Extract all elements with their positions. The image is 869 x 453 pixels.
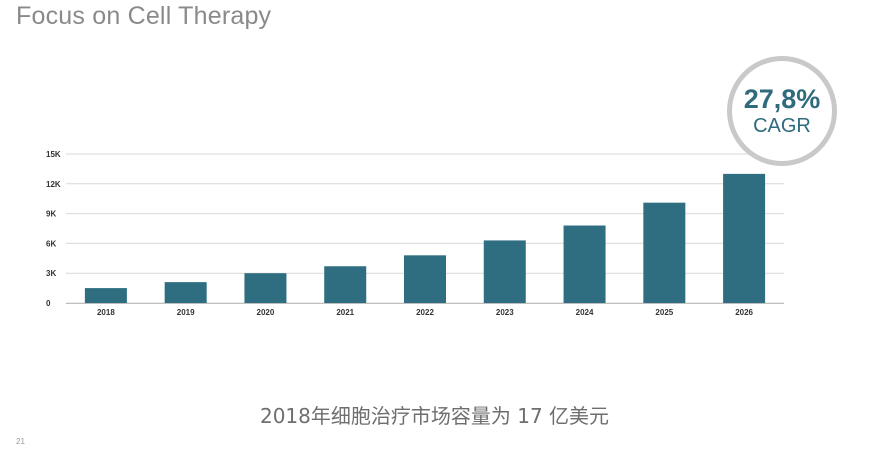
cagr-value: 27,8% <box>743 84 821 114</box>
y-tick-label: 12K <box>46 180 61 189</box>
x-tick-label: 2025 <box>655 308 673 317</box>
x-axis-tick-labels: 2018 2019 2020 2021 2022 2023 2024 2025 2026 <box>97 308 754 317</box>
x-tick-label: 2018 <box>97 308 115 317</box>
bar-2025 <box>643 202 686 303</box>
cagr-badge-inner: 27,8% CAGR <box>732 61 832 161</box>
bar-2026 <box>723 173 766 303</box>
x-tick-label: 2019 <box>177 308 195 317</box>
x-tick-label: 2026 <box>735 308 753 317</box>
y-tick-label: 9K <box>46 210 56 219</box>
x-tick-label: 2023 <box>496 308 514 317</box>
bar-2023 <box>483 240 526 303</box>
market-size-caption: 2018年细胞治疗市场容量为 17 亿美元 <box>259 404 610 428</box>
bars <box>84 173 766 303</box>
x-tick-label: 2022 <box>416 308 434 317</box>
slide-title: Focus on Cell Therapy <box>16 2 272 30</box>
bar-2019 <box>164 282 207 303</box>
cagr-badge: 27,8% CAGR <box>727 56 837 166</box>
x-tick-label: 2024 <box>576 308 594 317</box>
bar-2020 <box>244 273 287 303</box>
y-tick-label: 15K <box>46 150 61 159</box>
x-tick-label: 2021 <box>336 308 354 317</box>
y-tick-label: 0 <box>46 299 51 308</box>
bar-2021 <box>324 266 367 303</box>
y-tick-label: 6K <box>46 239 56 248</box>
y-axis-tick-labels: 0 3K 6K 9K 12K 15K <box>46 150 61 308</box>
y-tick-label: 3K <box>46 269 56 278</box>
cagr-label: CAGR <box>753 115 811 137</box>
bar-2024 <box>563 225 606 303</box>
bar-2018 <box>84 288 127 303</box>
x-tick-label: 2020 <box>257 308 275 317</box>
page-number: 21 <box>16 437 25 446</box>
bar-2022 <box>404 255 446 303</box>
